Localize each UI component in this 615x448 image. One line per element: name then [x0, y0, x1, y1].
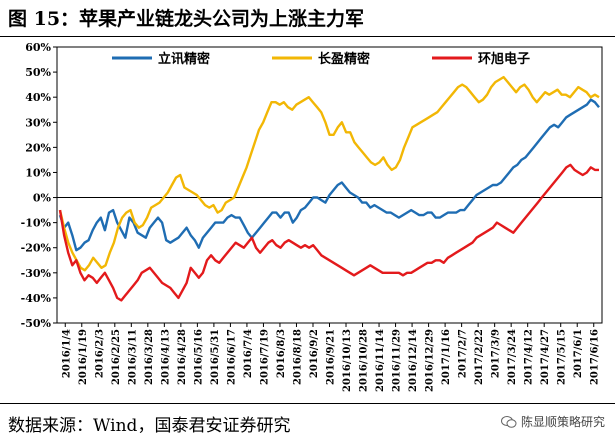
x-tick-label: 2016/8/18	[292, 329, 303, 385]
x-tick-label: 2017/1/16	[441, 329, 452, 385]
chart-axes: -50% -40% -30% -20% -10% 0% 10% 20% 30% 40% 50% 60%…	[21, 41, 603, 392]
x-tick-label: 2016/11/29	[392, 329, 403, 392]
x-tick-label: 2016/7/4	[243, 329, 254, 378]
x-tick-label: 2016/4/13	[160, 329, 171, 385]
x-tick-label: 2016/1/19	[78, 329, 89, 385]
x-tick-label: 2017/6/1	[573, 329, 584, 378]
y-tick-label: 20%	[25, 141, 51, 154]
series-line	[58, 163, 599, 302]
x-tick-label: 2016/9/21	[326, 329, 337, 385]
y-tick-label: 60%	[25, 41, 51, 54]
x-tick-label: 2017/6/16	[590, 329, 601, 385]
wechat-icon	[500, 415, 517, 428]
x-tick-label: 2016/6/17	[226, 329, 237, 385]
source-note: 数据来源：Wind，国泰君安证券研究	[8, 416, 291, 436]
y-tick-label: 50%	[25, 66, 51, 79]
x-tick-label: 2016/12/14	[408, 329, 419, 392]
chart-series-lines	[58, 75, 600, 302]
y-tick-label: 40%	[25, 91, 51, 104]
x-tick-label: 2016/8/3	[276, 329, 287, 378]
x-tick-label: 2016/1/4	[61, 329, 72, 378]
legend-label: 长盈精密	[318, 51, 370, 67]
legend-label: 立讯精密	[158, 51, 210, 67]
line-chart: -50% -40% -30% -20% -10% 0% 10% 20% 30% 40% 50% 60%…	[21, 41, 603, 392]
x-tick-label: 2017/2/7	[458, 329, 469, 378]
x-tick-label: 2016/5/31	[210, 329, 221, 385]
y-tick-label: 0%	[33, 192, 52, 205]
x-tick-label: 2017/4/12	[524, 329, 535, 385]
y-tick-label: 10%	[25, 166, 51, 179]
x-tick-label: 2016/3/11	[127, 329, 138, 385]
x-tick-label: 2016/3/28	[144, 329, 155, 385]
x-tick-label: 2016/7/19	[259, 329, 270, 385]
figure-title: 图 15：苹果产业链龙头公司为上涨主力军	[8, 8, 365, 30]
x-tick-label: 2016/12/29	[425, 329, 436, 392]
chart-legend: 立讯精密 长盈精密 环旭电子	[112, 51, 530, 67]
x-tick-label: 2016/4/28	[177, 329, 188, 385]
x-tick-label: 2017/3/9	[491, 329, 502, 378]
watermark-text: 陈显顺策略研究	[520, 415, 605, 429]
x-tick-label: 2016/2/3	[94, 329, 105, 378]
x-tick-label: 2016/10/13	[342, 329, 353, 392]
x-tick-label: 2016/2/25	[111, 329, 122, 385]
series-line	[58, 75, 600, 272]
x-tick-label: 2017/4/27	[540, 329, 551, 385]
series-line	[58, 98, 600, 252]
watermark: 陈显顺策略研究	[500, 413, 605, 430]
x-tick-label: 2017/2/22	[474, 329, 485, 385]
y-tick-label: -50%	[21, 317, 52, 330]
y-tick-label: 30%	[25, 116, 51, 129]
y-tick-label: -40%	[21, 292, 52, 305]
x-tick-label: 2016/9/2	[309, 329, 320, 378]
y-tick-label: -20%	[21, 242, 52, 255]
legend-label: 环旭电子	[478, 51, 530, 67]
x-tick-label: 2017/3/24	[507, 329, 518, 385]
y-tick-label: -30%	[21, 267, 52, 280]
title-divider	[0, 36, 615, 37]
x-tick-label: 2016/5/16	[193, 329, 204, 385]
y-tick-label: -10%	[21, 217, 52, 230]
x-tick-label: 2017/5/15	[557, 329, 568, 385]
x-tick-label: 2016/10/28	[359, 329, 370, 392]
source-divider	[0, 403, 615, 404]
x-tick-label: 2016/11/14	[375, 329, 386, 392]
